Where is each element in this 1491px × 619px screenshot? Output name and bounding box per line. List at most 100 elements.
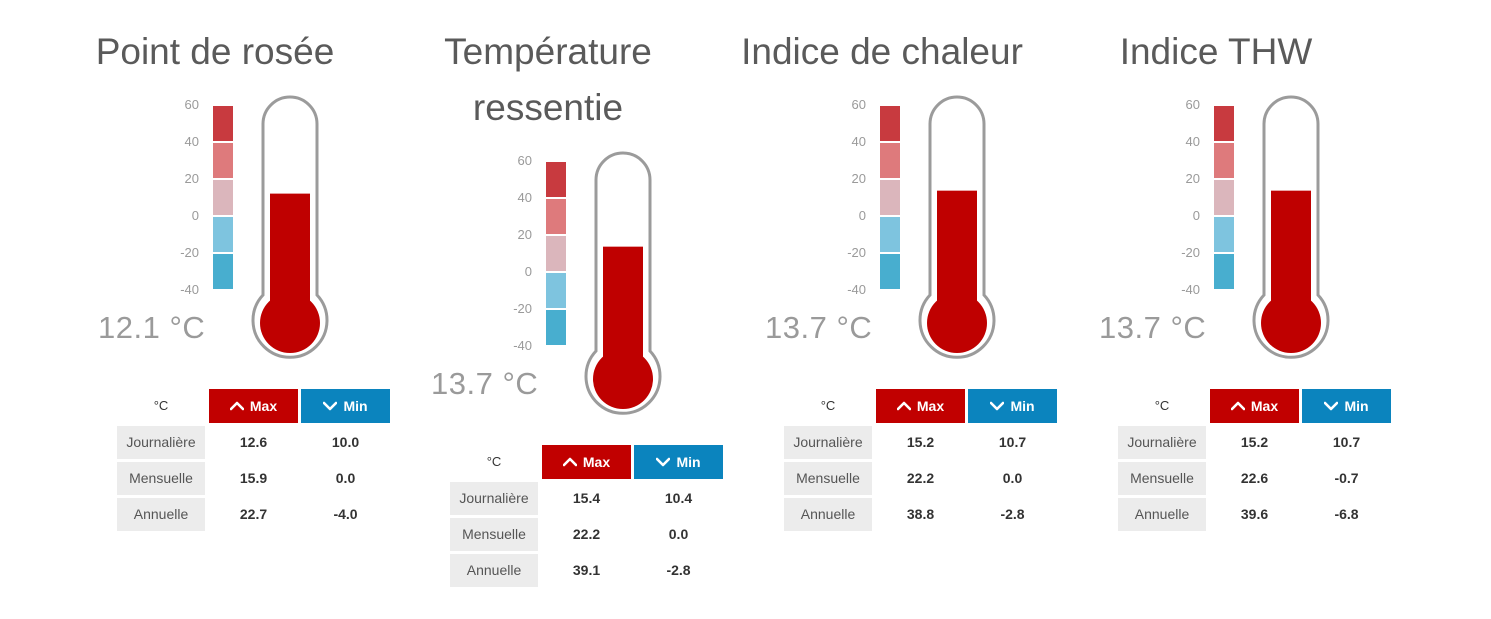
min-header-label: Min xyxy=(343,398,368,414)
max-value: 22.6 xyxy=(1240,470,1269,486)
scale-band xyxy=(213,106,233,141)
gauge-panel: Indice THW 60 40 20 0 -20 -40 13.7 °C °C Max Min Jo… xyxy=(1046,0,1391,619)
scale-band xyxy=(880,180,900,215)
stats-table: °C Max Min Journalière 15.2 10.7 Mensuelle 22.2… xyxy=(784,389,1059,534)
max-value: 15.2 xyxy=(1240,434,1269,450)
min-value: -0.7 xyxy=(1334,470,1359,486)
scale-tick-label: -40 xyxy=(1181,282,1200,297)
scale-band xyxy=(1214,143,1234,178)
min-value: 10.0 xyxy=(331,434,360,450)
scale-band xyxy=(880,106,900,141)
scale-tick-label: 40 xyxy=(185,134,199,149)
row-label: Annuelle xyxy=(450,554,538,587)
min-header[interactable]: Min xyxy=(968,389,1057,423)
scale-band xyxy=(213,217,233,252)
row-label: Journalière xyxy=(1118,426,1206,459)
scale-tick-label: -40 xyxy=(180,282,199,297)
panel-title: Indice de chaleur xyxy=(712,24,1052,80)
scale-tick-label: 0 xyxy=(192,208,199,223)
scale-tick-label: -40 xyxy=(847,282,866,297)
scale-tick-label: 0 xyxy=(859,208,866,223)
panel-title: Point de rosée xyxy=(45,24,385,80)
scale-band xyxy=(546,310,566,345)
chevron-down-icon xyxy=(323,401,338,411)
thermometer-graphic: 60 40 20 0 -20 -40 xyxy=(180,95,329,359)
row-label: Journalière xyxy=(784,426,872,459)
thermometer-graphic: 60 40 20 0 -20 -40 xyxy=(513,151,662,415)
row-label: Journalière xyxy=(450,482,538,515)
chevron-down-icon xyxy=(656,457,671,467)
scale-tick-label: -20 xyxy=(513,301,532,316)
mercury-column xyxy=(603,246,643,369)
min-value: 0.0 xyxy=(1002,470,1023,486)
scale-band xyxy=(546,162,566,197)
unit-label: °C xyxy=(820,398,836,413)
current-reading: 13.7 °C xyxy=(1099,310,1207,345)
max-value: 38.8 xyxy=(906,506,935,522)
max-header-label: Max xyxy=(582,454,611,470)
min-value: 0.0 xyxy=(335,470,356,486)
row-label: Mensuelle xyxy=(784,462,872,495)
scale-tick-label: 60 xyxy=(185,97,199,112)
min-header-label: Min xyxy=(1344,398,1369,414)
panel-title: Indice THW xyxy=(1046,24,1386,80)
gauge-panel: Température ressentie 60 40 20 0 -20 -40 13.7 °C… xyxy=(378,0,723,619)
row-label: Mensuelle xyxy=(450,518,538,551)
scale-band xyxy=(546,273,566,308)
scale-band xyxy=(213,180,233,215)
panel-title: Température ressentie xyxy=(378,24,718,136)
row-label: Annuelle xyxy=(117,498,205,531)
chevron-down-icon xyxy=(1324,401,1339,411)
max-value: 39.6 xyxy=(1240,506,1269,522)
min-value: 10.7 xyxy=(1332,434,1361,450)
min-header-label: Min xyxy=(1010,398,1035,414)
max-header[interactable]: Max xyxy=(876,389,965,423)
unit-label: °C xyxy=(486,454,502,469)
max-header-label: Max xyxy=(916,398,945,414)
row-label: Annuelle xyxy=(1118,498,1206,531)
scale-tick-label: -20 xyxy=(180,245,199,260)
min-value: 0.0 xyxy=(668,526,689,542)
chevron-up-icon xyxy=(562,457,577,467)
min-value: 10.7 xyxy=(998,434,1027,450)
scale-band xyxy=(546,199,566,234)
mercury-bulb xyxy=(260,293,320,353)
row-label: Mensuelle xyxy=(117,462,205,495)
current-reading: 13.7 °C xyxy=(431,366,539,401)
mercury-bulb xyxy=(1261,293,1321,353)
max-header-label: Max xyxy=(249,398,278,414)
min-header[interactable]: Min xyxy=(634,445,723,479)
max-header[interactable]: Max xyxy=(1210,389,1299,423)
scale-tick-label: 20 xyxy=(518,227,532,242)
panel-title-line: Température xyxy=(444,31,652,72)
chevron-up-icon xyxy=(1230,401,1245,411)
min-header[interactable]: Min xyxy=(1302,389,1391,423)
panel-title-line: ressentie xyxy=(472,87,624,128)
panel-title-line: Indice de chaleur xyxy=(741,31,1023,72)
thermometer-gauge: 60 40 20 0 -20 -40 13.7 °C xyxy=(712,92,1052,382)
stats-table: °C Max Min Journalière 15.4 10.4 Mensuelle 22.2… xyxy=(450,445,725,590)
scale-tick-label: -20 xyxy=(1181,245,1200,260)
min-header[interactable]: Min xyxy=(301,389,390,423)
gauge-panel: Point de rosée 60 40 20 0 -20 -40 12.1 °C °C Max M… xyxy=(45,0,390,619)
max-header[interactable]: Max xyxy=(209,389,298,423)
thermometer-gauge: 60 40 20 0 -20 -40 13.7 °C xyxy=(1046,92,1386,382)
max-value: 22.2 xyxy=(906,470,935,486)
scale-tick-label: 60 xyxy=(852,97,866,112)
scale-tick-label: 60 xyxy=(518,153,532,168)
max-header[interactable]: Max xyxy=(542,445,631,479)
min-value: -4.0 xyxy=(333,506,358,522)
scale-band xyxy=(1214,180,1234,215)
scale-tick-label: 0 xyxy=(1193,208,1200,223)
current-reading: 13.7 °C xyxy=(765,310,873,345)
scale-tick-label: 60 xyxy=(1186,97,1200,112)
chevron-up-icon xyxy=(896,401,911,411)
min-value: 10.4 xyxy=(664,490,693,506)
thermometer-gauge: 60 40 20 0 -20 -40 13.7 °C xyxy=(378,148,718,438)
scale-tick-label: 40 xyxy=(518,190,532,205)
scale-band xyxy=(880,254,900,289)
scale-tick-label: 20 xyxy=(1186,171,1200,186)
min-value: -2.8 xyxy=(666,562,691,578)
row-label: Annuelle xyxy=(784,498,872,531)
max-value: 22.7 xyxy=(239,506,268,522)
